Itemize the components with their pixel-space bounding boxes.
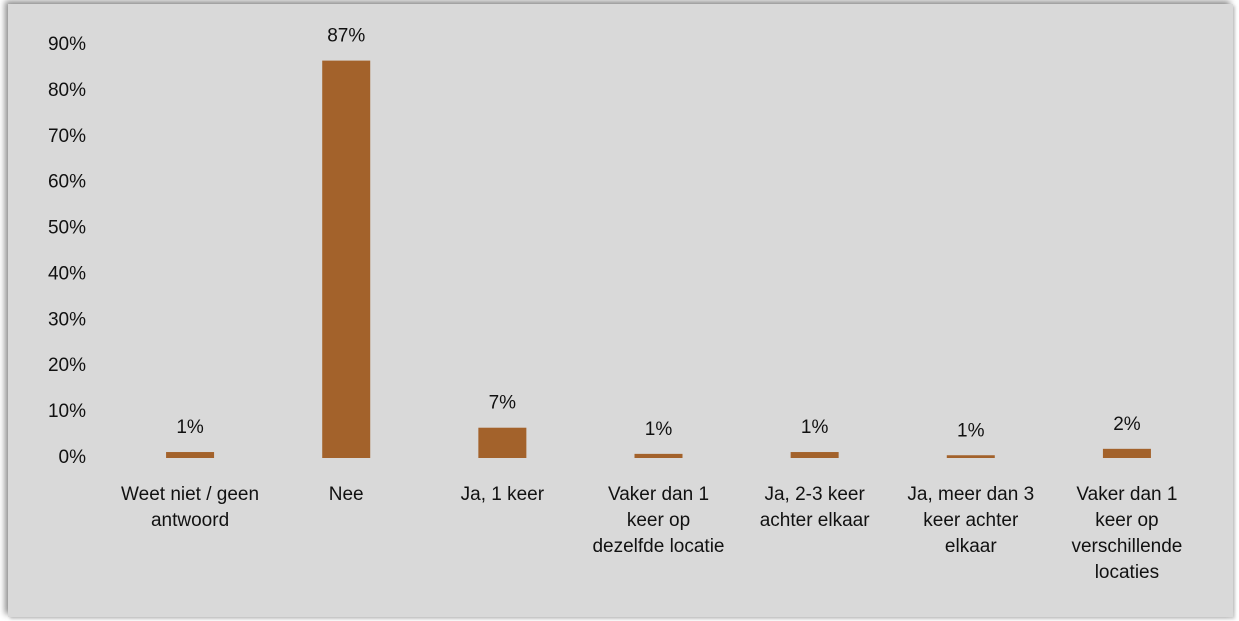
chart-frame: [8, 4, 1233, 617]
data-label: 2%: [1113, 414, 1141, 435]
y-tick-label: 10%: [48, 401, 86, 422]
bar: [166, 452, 215, 458]
y-tick-label: 40%: [48, 263, 86, 284]
x-tick-label: Ja, 2-3 keer achter elkaar: [759, 484, 870, 531]
y-tick-label: 30%: [48, 309, 86, 330]
bar: [790, 452, 839, 458]
data-label: 1%: [176, 417, 204, 438]
x-tick-label: Ja, 1 keer: [460, 484, 545, 505]
y-tick-label: 60%: [48, 172, 86, 193]
y-tick-label: 70%: [48, 126, 86, 147]
y-tick-label: 50%: [48, 218, 86, 239]
bar: [322, 60, 371, 458]
bar: [946, 455, 995, 458]
bar: [634, 453, 683, 458]
x-tick-label: Vaker dan 1 keer op verschillende locati…: [1071, 484, 1183, 583]
x-tick-label: Nee: [328, 484, 364, 505]
bar: [1102, 448, 1151, 458]
y-tick-label: 0%: [59, 447, 87, 468]
data-label: 1%: [645, 419, 673, 440]
y-tick-label: 80%: [48, 80, 86, 101]
data-label: 7%: [489, 393, 517, 414]
y-tick-label: 90%: [48, 34, 86, 55]
data-label: 1%: [957, 420, 985, 441]
data-label: 87%: [327, 26, 365, 47]
data-label: 1%: [801, 417, 829, 438]
bar: [478, 427, 527, 458]
x-tick-label: Ja, meer dan 3 keer achter elkaar: [907, 484, 1035, 557]
y-tick-label: 20%: [48, 355, 86, 376]
x-tick-label: Weet niet / geen antwoord: [121, 484, 260, 531]
x-tick-label: Vaker dan 1 keer op dezelfde locatie: [592, 484, 725, 557]
